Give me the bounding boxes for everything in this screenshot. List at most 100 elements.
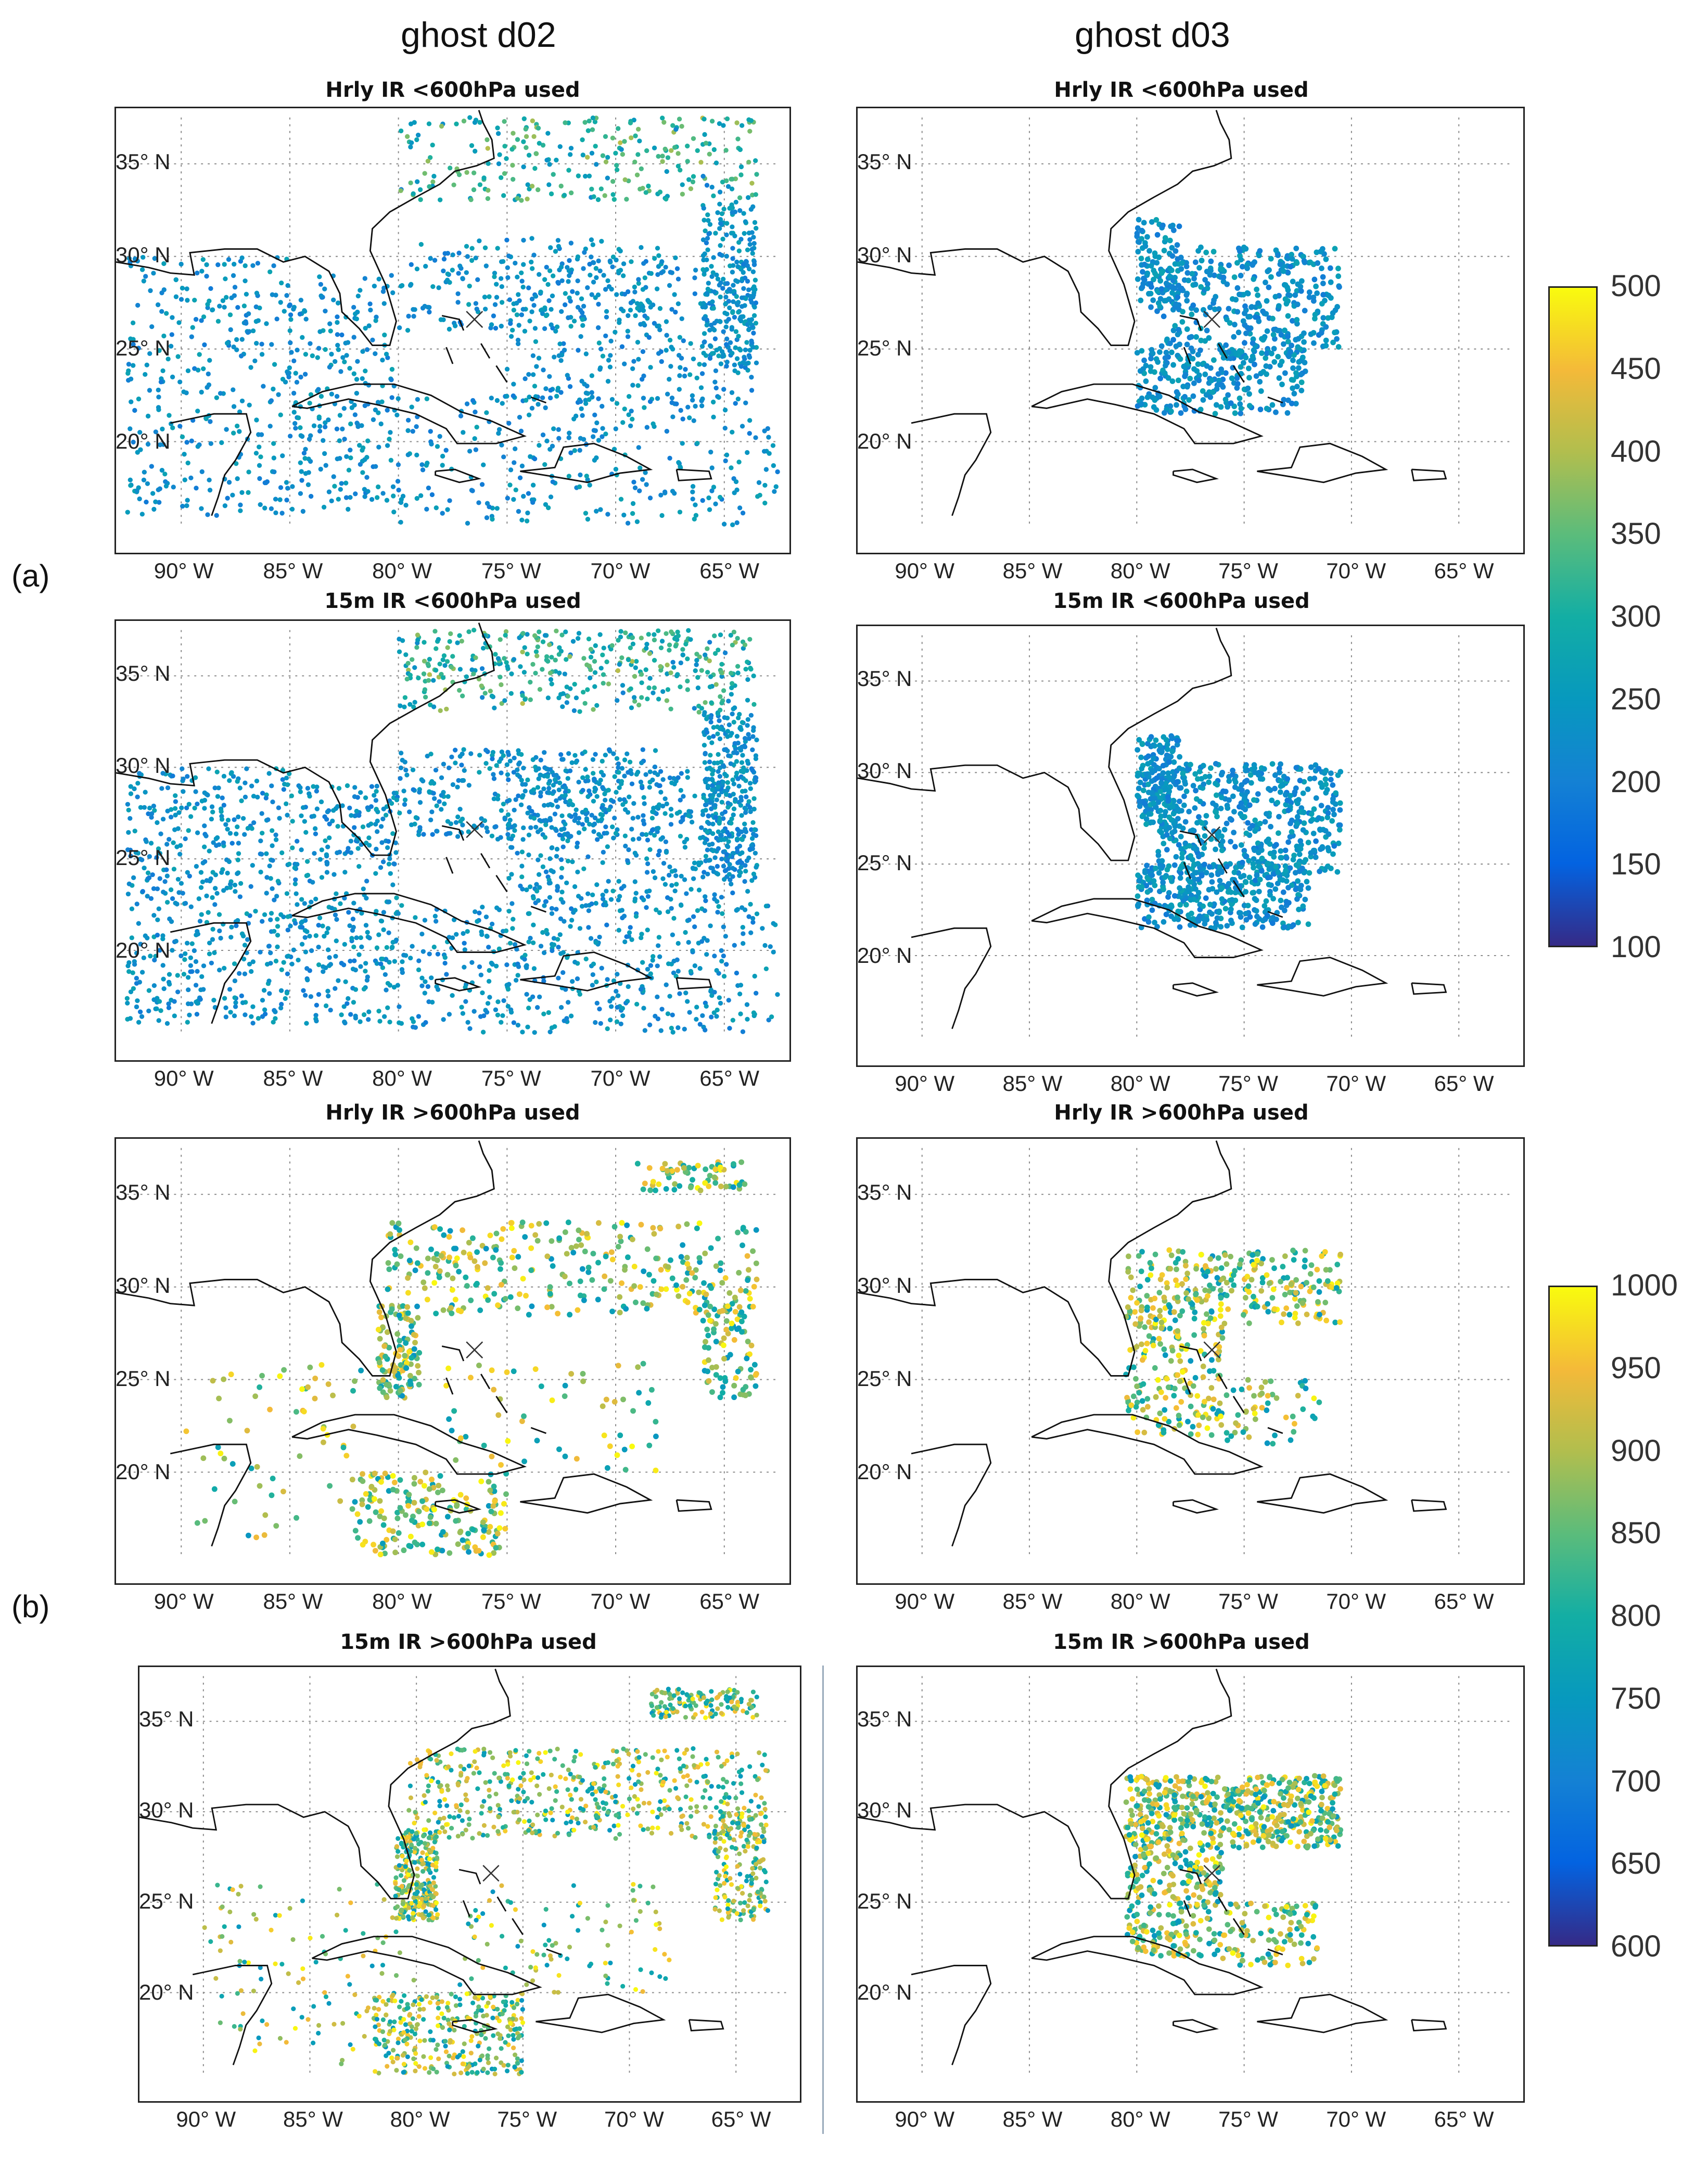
cuba-coastline [291,383,527,444]
observation-dot [384,957,389,962]
observation-dot [1212,306,1218,312]
observation-dot [581,866,587,871]
observation-dot [398,128,404,134]
observation-dot [731,781,736,786]
observation-dot [720,911,725,917]
observation-dot [347,805,352,810]
observation-dot [715,210,720,215]
observation-dot [1280,268,1286,274]
observation-dot [176,320,182,325]
observation-dot [134,981,139,986]
observation-dot [175,989,181,995]
observation-dot [578,399,583,404]
observation-dot [354,316,360,322]
observation-dot [285,812,290,818]
observation-dot [387,856,392,861]
panel-title-d03-hrly-gt600: Hrly IR >600hPa used [1054,1101,1309,1125]
observation-dot [1264,350,1270,357]
observation-dot [477,964,482,970]
observation-dot [570,639,576,644]
observation-dot [558,390,564,395]
observation-dot [739,760,745,765]
observation-dot [563,768,568,773]
observation-dot [699,403,705,409]
observation-dot [499,701,504,706]
observation-dot [289,350,294,355]
observation-dot [1170,327,1177,334]
observation-dot [534,1005,540,1010]
observation-dot [1204,327,1210,334]
observation-dot [171,840,176,845]
observation-dot [591,798,596,804]
observation-dot [1139,227,1145,234]
observation-dot [363,961,368,966]
observation-dot [417,187,423,193]
observation-dot [163,479,168,485]
observation-dot [245,330,251,335]
observation-dot [594,162,599,167]
observation-dot [217,303,222,309]
observation-dot [557,832,562,837]
observation-dot [139,267,145,272]
observation-dot [682,1026,687,1032]
map-panel-d02-15m-lt600 [114,619,791,1062]
observation-dot [1295,336,1302,342]
observation-dot [620,273,626,278]
observation-dot [702,331,707,336]
observation-dot [1192,259,1199,265]
observation-dot [502,656,507,661]
observation-dot [730,874,735,879]
observation-dot [618,629,623,634]
observation-dot [723,295,729,300]
observation-dot [448,166,453,171]
observation-dot [567,273,572,278]
observation-dot [151,506,157,512]
observation-dot [164,899,170,905]
observation-dot [492,791,498,797]
observation-dot [1196,377,1202,384]
observation-dot [292,865,297,871]
observation-dot [356,864,362,869]
observation-dot [731,719,736,725]
observation-dot [156,1018,161,1023]
observation-dot [372,793,377,798]
observation-dot [508,321,513,326]
observation-dot [493,963,499,969]
observation-dot [638,987,644,992]
observation-dot [401,952,406,958]
observation-dot [246,469,251,475]
observation-dot [432,796,437,801]
observation-dot [466,629,471,634]
observation-dot [444,659,450,664]
observation-dot [1248,304,1255,310]
observation-dot [437,434,442,439]
observation-dot [316,414,322,420]
observation-dot [747,637,753,642]
observation-dot [630,511,635,516]
observation-dot [284,776,289,781]
observation-dot [641,1006,646,1011]
observation-dot [189,941,195,946]
observation-dot [334,393,340,399]
observation-dot [726,299,731,304]
observation-dot [717,189,723,195]
observation-dot [329,498,334,504]
observation-dot [496,427,502,432]
observation-dot [451,182,456,187]
observation-dot [172,1013,177,1019]
observation-dot [667,377,672,382]
observation-dot [626,984,631,989]
observation-dot [358,935,363,940]
observation-dot [766,1018,771,1023]
observation-dot [1215,371,1221,377]
observation-dot [652,833,657,838]
observation-dot [594,703,600,708]
observation-dot [762,500,768,506]
observation-dot [592,119,598,124]
observation-dot [1171,227,1177,233]
observation-dot [229,295,234,300]
observation-dot [636,277,641,282]
observation-dot [673,126,679,132]
observation-dot [513,260,518,266]
observation-dot [598,346,604,352]
